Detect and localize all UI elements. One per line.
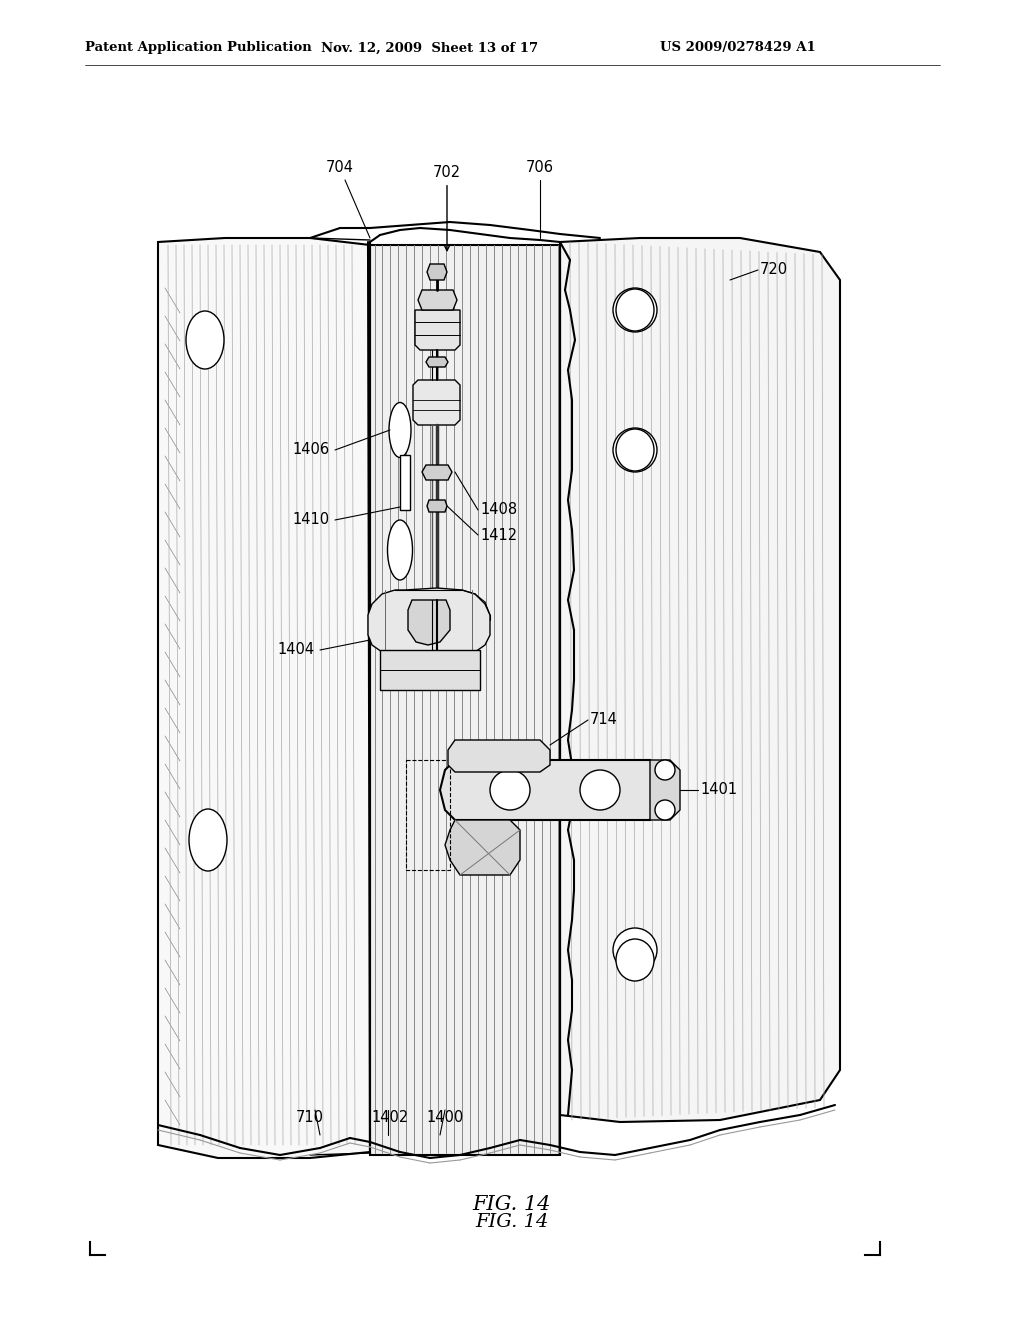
- Polygon shape: [158, 238, 370, 1158]
- Polygon shape: [415, 310, 460, 350]
- Text: 1408: 1408: [480, 503, 517, 517]
- Bar: [380, 649, 480, 690]
- Polygon shape: [440, 760, 660, 820]
- Ellipse shape: [389, 403, 411, 458]
- Text: 1401: 1401: [700, 783, 737, 797]
- Polygon shape: [426, 356, 449, 367]
- Bar: [400, 455, 410, 510]
- Circle shape: [655, 800, 675, 820]
- Ellipse shape: [616, 939, 654, 981]
- Text: 1406: 1406: [293, 442, 330, 458]
- Text: Nov. 12, 2009  Sheet 13 of 17: Nov. 12, 2009 Sheet 13 of 17: [322, 41, 539, 54]
- Text: 1402: 1402: [372, 1110, 409, 1125]
- Circle shape: [490, 770, 530, 810]
- Bar: [370, 246, 560, 1155]
- Circle shape: [613, 928, 657, 972]
- Circle shape: [580, 770, 620, 810]
- Text: 706: 706: [526, 160, 554, 176]
- Polygon shape: [368, 587, 490, 655]
- Text: 710: 710: [296, 1110, 324, 1125]
- Polygon shape: [427, 264, 447, 280]
- Text: 704: 704: [326, 160, 354, 176]
- Polygon shape: [418, 290, 457, 310]
- Ellipse shape: [616, 289, 654, 331]
- Text: 1410: 1410: [293, 512, 330, 528]
- Text: US 2009/0278429 A1: US 2009/0278429 A1: [660, 41, 816, 54]
- Polygon shape: [413, 380, 460, 425]
- Ellipse shape: [616, 429, 654, 471]
- Polygon shape: [422, 465, 452, 480]
- Text: 720: 720: [760, 263, 788, 277]
- Text: FIG. 14: FIG. 14: [475, 1213, 549, 1232]
- Polygon shape: [427, 500, 447, 512]
- Polygon shape: [449, 741, 550, 772]
- Polygon shape: [650, 760, 680, 820]
- Text: 702: 702: [433, 165, 461, 251]
- Circle shape: [655, 760, 675, 780]
- Ellipse shape: [387, 520, 413, 579]
- Circle shape: [613, 428, 657, 473]
- Text: 1412: 1412: [480, 528, 517, 543]
- Polygon shape: [445, 820, 520, 875]
- Text: 714: 714: [590, 713, 617, 727]
- Circle shape: [613, 288, 657, 333]
- Polygon shape: [560, 238, 840, 1122]
- Text: 1400: 1400: [426, 1110, 464, 1125]
- Text: Patent Application Publication: Patent Application Publication: [85, 41, 311, 54]
- Text: FIG. 14: FIG. 14: [473, 1196, 551, 1214]
- Polygon shape: [408, 601, 450, 645]
- Ellipse shape: [189, 809, 227, 871]
- Text: 1404: 1404: [278, 643, 315, 657]
- Ellipse shape: [186, 312, 224, 370]
